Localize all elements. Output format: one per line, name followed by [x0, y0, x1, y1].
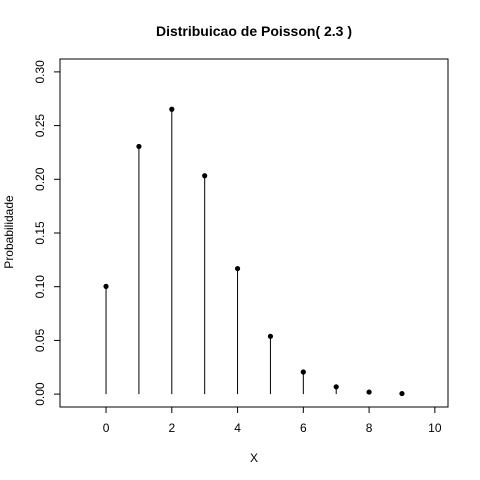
- y-tick-label: 0.20: [33, 167, 47, 191]
- x-axis: 0 2 4 6 8 10: [103, 406, 442, 435]
- y-tick-label: 0.05: [33, 328, 47, 352]
- y-tick-label: 0.00: [33, 382, 47, 406]
- chart-title: Distribuicao de Poisson( 2.3 ): [156, 23, 352, 39]
- y-axis-label: Probabilidade: [2, 195, 16, 269]
- data-points: [103, 106, 405, 397]
- x-tick-label: 0: [103, 421, 110, 435]
- y-tick-label: 0.25: [33, 114, 47, 138]
- x-axis-label: X: [250, 451, 258, 465]
- y-tick-label: 0.15: [33, 221, 47, 245]
- data-point: [300, 369, 306, 375]
- y-tick-label: 0.30: [33, 60, 47, 84]
- data-point: [267, 333, 274, 339]
- data-point: [333, 384, 339, 390]
- x-tick-label: 4: [234, 421, 241, 435]
- x-tick-label: 2: [168, 421, 175, 435]
- data-point: [103, 283, 109, 289]
- data-stems: [105, 109, 403, 395]
- data-point: [136, 143, 142, 150]
- data-point: [234, 265, 241, 272]
- x-tick-label: 6: [300, 421, 307, 435]
- data-point: [399, 390, 405, 397]
- x-tick-label: 10: [428, 421, 442, 435]
- y-axis: 0.00 0.05 0.10 0.15 0.20 0.25 0.30: [33, 60, 61, 406]
- y-tick-label: 0.10: [33, 275, 47, 299]
- data-point: [169, 106, 175, 112]
- x-tick-label: 8: [366, 421, 373, 435]
- data-point: [202, 173, 208, 179]
- data-point: [366, 389, 372, 395]
